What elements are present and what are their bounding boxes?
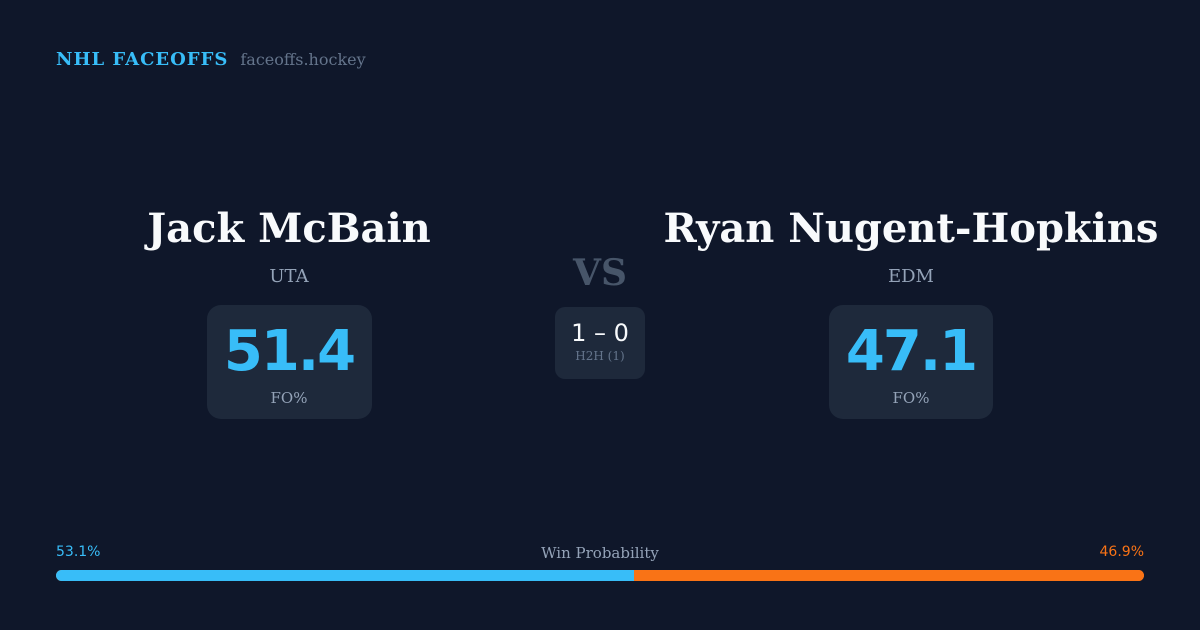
brand: NHL FACEOFFS faceoffs.hockey bbox=[56, 49, 366, 70]
right-win-prob: 46.9% bbox=[1099, 544, 1144, 560]
win-prob-right-fill bbox=[633, 570, 1144, 581]
h2h-card: 1 – 0 H2H (1) bbox=[555, 307, 645, 379]
win-prob-left-fill bbox=[56, 570, 634, 581]
left-fo-label: FO% bbox=[270, 389, 308, 407]
right-fo-pct: 47.1 bbox=[845, 319, 978, 384]
brand-title: NHL FACEOFFS bbox=[56, 49, 229, 70]
left-player-team: UTA bbox=[269, 266, 309, 287]
right-player-name: Ryan Nugent-Hopkins bbox=[663, 205, 1159, 252]
right-fo-label: FO% bbox=[892, 389, 930, 407]
left-player-name: Jack McBain bbox=[147, 205, 431, 252]
h2h-count: H2H (1) bbox=[575, 349, 625, 363]
brand-domain: faceoffs.hockey bbox=[240, 50, 366, 69]
win-prob-label: Win Probability bbox=[541, 544, 659, 562]
left-fo-card: 51.4 FO% bbox=[206, 305, 372, 419]
right-fo-card: 47.1 FO% bbox=[829, 305, 993, 419]
right-player-team: EDM bbox=[887, 266, 934, 287]
left-fo-pct: 51.4 bbox=[223, 319, 356, 384]
vs-label: VS bbox=[573, 252, 627, 294]
h2h-score: 1 – 0 bbox=[571, 319, 629, 347]
win-prob-bar bbox=[56, 570, 1144, 581]
left-player: Jack McBain UTA 51.4 FO% bbox=[9, 205, 569, 419]
right-player: Ryan Nugent-Hopkins EDM 47.1 FO% bbox=[631, 205, 1191, 419]
left-win-prob: 53.1% bbox=[56, 544, 101, 560]
